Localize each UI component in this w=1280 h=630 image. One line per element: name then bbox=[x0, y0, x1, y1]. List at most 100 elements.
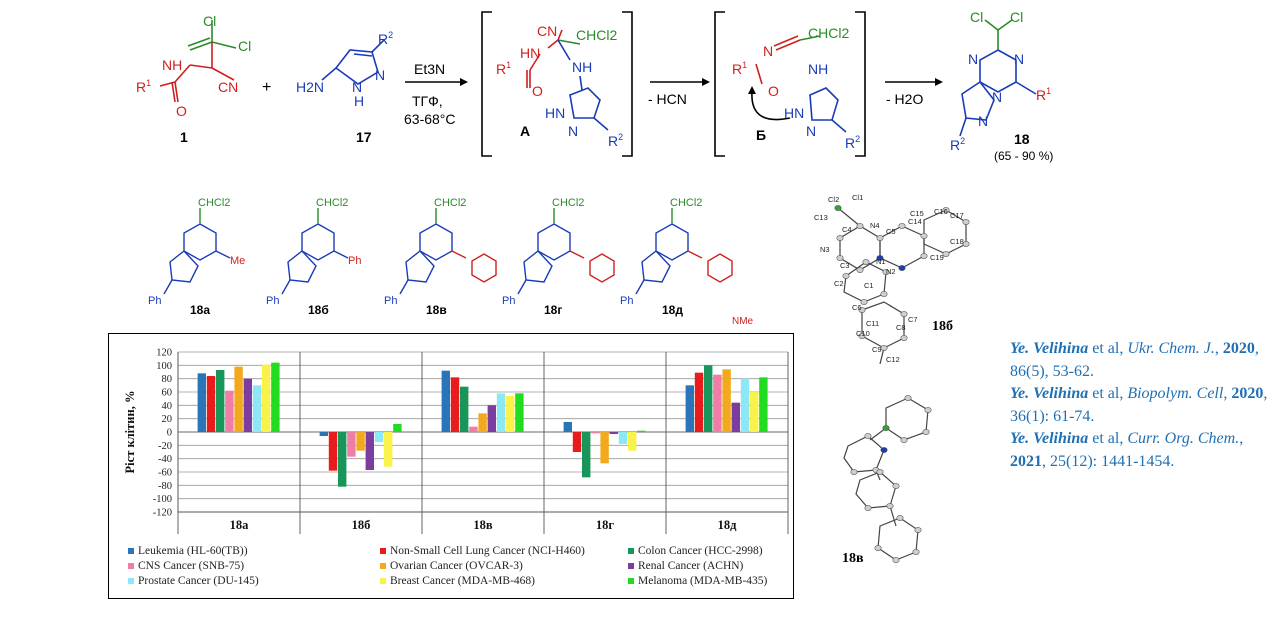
r1-label: R1 bbox=[732, 60, 747, 77]
legend-label: Breast Cancer (MDA-MB-468) bbox=[390, 575, 535, 587]
y-tick-label: -80 bbox=[158, 481, 172, 492]
bar bbox=[506, 396, 515, 432]
xray-atom bbox=[856, 223, 864, 229]
reference-details: , 25(12): 1441-1454. bbox=[1042, 452, 1175, 470]
xray-atom bbox=[836, 255, 844, 261]
x-category-label: 18а bbox=[230, 518, 250, 532]
chcl2-label: CHCl2 bbox=[670, 197, 702, 209]
references-list: Ye. Velihina et al, Ukr. Chem. J., 2020,… bbox=[1010, 338, 1272, 473]
x-category-label: 18в bbox=[473, 518, 493, 532]
legend-swatch bbox=[128, 548, 134, 555]
analog-label: 18в bbox=[426, 303, 447, 317]
r2-label: R2 bbox=[950, 136, 965, 153]
xray-atom bbox=[886, 503, 894, 509]
legend-label: Ovarian Cancer (OVCAR-3) bbox=[390, 560, 523, 572]
analog-structure bbox=[163, 208, 231, 295]
xray-atom-label: C5 bbox=[886, 227, 896, 236]
xray-atom bbox=[860, 299, 868, 305]
bar bbox=[731, 402, 740, 432]
xray-atom-label: C1 bbox=[864, 281, 874, 290]
xray-atom-label: C11 bbox=[866, 319, 879, 328]
reference-authors: Ye. Velihina bbox=[1010, 385, 1089, 402]
analog-structure bbox=[517, 208, 615, 295]
xray-atom bbox=[850, 469, 858, 475]
legend-swatch bbox=[628, 563, 634, 570]
legend-item: Leukemia (HL-60(TB)) bbox=[128, 545, 248, 557]
o-label: O bbox=[532, 83, 543, 99]
bar bbox=[628, 432, 637, 451]
xray-atom bbox=[876, 469, 884, 475]
xray-atom-label: C17 bbox=[950, 211, 964, 220]
reference-separator: , bbox=[1223, 385, 1232, 402]
reference-journal: Ukr. Chem. J. bbox=[1127, 340, 1215, 357]
r1-label: R1 bbox=[136, 78, 151, 95]
xray-atom-label: C7 bbox=[908, 315, 918, 324]
bar bbox=[365, 432, 374, 470]
o-label: O bbox=[768, 83, 779, 99]
bar bbox=[496, 393, 506, 432]
intermediate-b-label: Б bbox=[756, 127, 766, 143]
analog-structure bbox=[399, 208, 497, 295]
bar bbox=[750, 392, 759, 432]
reference-journal: Biopolym. Cell bbox=[1127, 385, 1224, 402]
xray-atom bbox=[898, 265, 906, 271]
reference-journal: Curr. Org. Chem. bbox=[1127, 430, 1240, 447]
xray-atom-label: C10 bbox=[856, 329, 870, 338]
xray-atom-label: C15 bbox=[910, 209, 924, 218]
o-label: O bbox=[176, 103, 187, 119]
y-tick-label: 20 bbox=[162, 414, 173, 425]
legend-swatch bbox=[380, 548, 386, 555]
bar bbox=[356, 432, 365, 451]
y-tick-label: -60 bbox=[158, 468, 172, 479]
bar bbox=[450, 377, 460, 432]
h2n-label: H2N bbox=[296, 79, 324, 95]
bar bbox=[347, 432, 356, 457]
r1-label: Ph bbox=[348, 255, 361, 267]
legend-item: CNS Cancer (SNB-75) bbox=[128, 560, 244, 572]
r2-label: R2 bbox=[378, 30, 393, 47]
bar bbox=[609, 432, 618, 434]
n-label: N bbox=[806, 123, 816, 139]
bar bbox=[704, 365, 713, 432]
legend-swatch bbox=[380, 578, 386, 585]
y-tick-label: -100 bbox=[153, 494, 172, 505]
growth-bar-chart: 120 100 80 60 40 20 0 -20 -40 -60 -80 -100 -120 18а 18… bbox=[123, 348, 789, 534]
bar bbox=[591, 432, 600, 434]
bar bbox=[206, 376, 216, 432]
reference-separator: , bbox=[1239, 430, 1244, 447]
xray-atom bbox=[892, 483, 900, 489]
bar bbox=[478, 413, 487, 432]
n-label: N bbox=[992, 89, 1002, 105]
chcl2-label: CHCl2 bbox=[434, 197, 466, 209]
xray-atom bbox=[904, 395, 912, 401]
n-label: N bbox=[375, 67, 385, 83]
cl-label: Cl bbox=[203, 13, 216, 29]
reference-etal: et al, bbox=[1088, 340, 1128, 357]
bar bbox=[600, 432, 609, 464]
y-tick-label: -40 bbox=[158, 454, 172, 465]
bar bbox=[216, 370, 225, 432]
reference-year: 2020 bbox=[1222, 340, 1255, 357]
y-tick-label: 100 bbox=[156, 361, 172, 372]
chcl2-label: CHCl2 bbox=[576, 27, 617, 43]
temperature-label: 63-68°C bbox=[404, 111, 456, 127]
legend-item: Non-Small Cell Lung Cancer (NCI-H460) bbox=[380, 545, 585, 557]
reference-item: Ye. Velihina et al, Biopolym. Cell, 2020… bbox=[1010, 383, 1272, 428]
analog-structure bbox=[635, 208, 733, 295]
xray-atom bbox=[920, 233, 928, 239]
xray-atom-label: Cl2 bbox=[828, 195, 839, 204]
x-category-label: 18г bbox=[596, 518, 615, 532]
xray-18v-structure bbox=[843, 397, 929, 561]
legend-item: Ovarian Cancer (OVCAR-3) bbox=[380, 560, 523, 572]
cn-label: CN bbox=[218, 79, 238, 95]
xray-atom bbox=[882, 269, 890, 275]
bar bbox=[234, 366, 243, 432]
xray-atom bbox=[920, 253, 928, 259]
y-tick-label: 120 bbox=[156, 348, 172, 359]
reaction-scheme: Cl Cl NH CN R1 O 1 + H2N N N H R2 17 Et3… bbox=[136, 9, 1053, 163]
xray-atom bbox=[864, 433, 872, 439]
xray-atom bbox=[856, 267, 864, 273]
y-tick-label: -120 bbox=[153, 508, 172, 519]
analog-structure bbox=[281, 208, 349, 295]
legend-item: Colon Cancer (HCC-2998) bbox=[628, 545, 763, 557]
